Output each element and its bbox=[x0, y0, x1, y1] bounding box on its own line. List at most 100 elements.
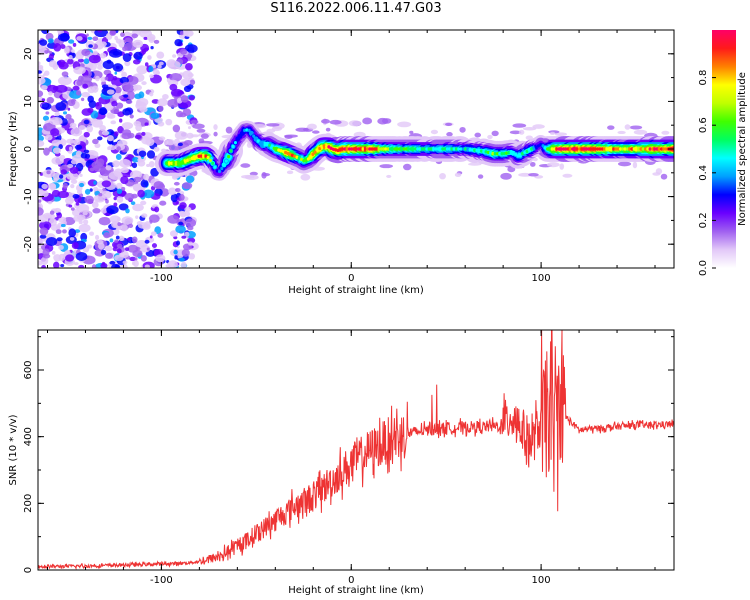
spectrogram-noise-cell bbox=[76, 90, 82, 96]
spectrogram-noise-cell bbox=[66, 138, 75, 144]
spectrogram-noise-cell bbox=[166, 139, 175, 146]
spectrogram-noise-cell bbox=[85, 153, 91, 159]
spectrogram-ridge-cell bbox=[302, 159, 306, 163]
spectrogram-ridge-cell bbox=[370, 147, 374, 151]
spectrogram-noise-cell bbox=[124, 60, 131, 67]
spectrogram-noise-cell bbox=[151, 243, 158, 248]
spectrogram-noise-cell bbox=[116, 195, 124, 203]
spectrogram-ridge-cell bbox=[252, 134, 256, 138]
spectrogram-noise-cell bbox=[169, 72, 183, 82]
y-tick-label: 0 bbox=[23, 567, 34, 573]
spectrogram-noise-cell bbox=[97, 136, 103, 141]
spectrogram-ridge-cell bbox=[192, 155, 196, 160]
spectrogram-noise-cell bbox=[83, 149, 90, 154]
spectrogram-noise-cell bbox=[62, 111, 68, 115]
snr-ylabel: SNR (10 * v/v) bbox=[8, 414, 19, 485]
spectrogram-noise-cell bbox=[187, 72, 194, 78]
spectrogram-noise-cell bbox=[73, 262, 79, 266]
spectrogram-noise-cell bbox=[122, 53, 132, 62]
spectrogram-ridge-cell bbox=[402, 147, 406, 151]
spectrogram-ridge-cell bbox=[309, 155, 313, 159]
spectrogram-ridge-cell bbox=[436, 147, 440, 151]
spectrogram-noise-cell bbox=[60, 264, 65, 268]
spectrogram-ridge-cell bbox=[614, 147, 618, 151]
spectrogram-noise-cell bbox=[49, 116, 63, 126]
spectrogram-noise-cell bbox=[525, 135, 533, 140]
spectrogram-ridge-cell bbox=[336, 148, 340, 153]
spectrogram-noise-cell bbox=[87, 36, 93, 40]
snr-series-line bbox=[38, 330, 674, 570]
spectrogram-noise-cell bbox=[56, 237, 63, 242]
spectrogram-ridge-cell bbox=[577, 147, 581, 151]
spectrogram-noise-cell bbox=[87, 107, 94, 114]
spectrogram-noise-cell bbox=[104, 76, 109, 81]
spectrogram-ridge-cell bbox=[516, 154, 520, 158]
spectrogram-ridge-cell bbox=[523, 150, 527, 155]
spectrogram-noise-cell bbox=[86, 125, 94, 133]
spectrogram-noise-cell bbox=[58, 244, 64, 250]
spectrogram-noise-cell bbox=[74, 144, 83, 150]
spectrogram-noise-cell bbox=[140, 200, 147, 206]
spectrogram-ridge-cell bbox=[204, 154, 208, 158]
spectrogram-noise-cell bbox=[183, 30, 194, 37]
spectrogram-noise-cell bbox=[445, 122, 453, 127]
spectrogram-ridge-cell bbox=[195, 155, 199, 159]
spectrogram-noise-cell bbox=[66, 172, 79, 181]
spectrogram-noise-cell bbox=[71, 49, 75, 53]
colorbar-tick-label: 0.8 bbox=[698, 70, 709, 86]
spectrogram-noise-cell bbox=[106, 112, 114, 119]
spectrogram-noise-cell bbox=[56, 212, 63, 219]
spectrogram-noise-cell bbox=[58, 253, 66, 262]
spectrogram-ridge-cell bbox=[327, 145, 331, 149]
spectrogram-noise-cell bbox=[59, 174, 64, 179]
spectrogram-ridge-cell bbox=[270, 145, 274, 149]
spectrogram-noise-cell bbox=[660, 173, 668, 180]
spectrogram-noise-cell bbox=[184, 44, 198, 53]
spectrogram-ridge-cell bbox=[548, 147, 552, 151]
spectrogram-noise-cell bbox=[79, 182, 84, 188]
spectrogram-noise-cell bbox=[491, 130, 499, 137]
spectrogram-noise-cell bbox=[81, 91, 90, 98]
spectrogram-ridge-cell bbox=[566, 147, 570, 151]
spectrogram-noise-cell bbox=[137, 158, 143, 162]
spectrogram-noise-cell bbox=[38, 90, 44, 98]
spectrogram-noise-cell bbox=[459, 126, 466, 133]
spectrogram-ridge-cell bbox=[329, 146, 333, 150]
spectrogram-noise-cell bbox=[144, 239, 150, 244]
spectrogram-noise-cell bbox=[172, 124, 181, 133]
spectrogram-noise-cell bbox=[144, 122, 149, 126]
spectrogram-ridge-cell bbox=[176, 161, 181, 165]
spectrogram-ridge-cell bbox=[179, 161, 183, 165]
spectrogram-ridge-cell bbox=[263, 142, 267, 146]
spectrogram-noise-cell bbox=[629, 125, 643, 130]
spectrogram-noise-cell bbox=[454, 172, 462, 178]
spectrogram-noise-cell bbox=[124, 247, 130, 252]
spectrogram-noise-cell bbox=[174, 255, 178, 260]
spectrogram-noise-cell bbox=[109, 30, 117, 36]
spectrogram-noise-cell bbox=[554, 132, 567, 137]
spectrogram-noise-cell bbox=[187, 237, 196, 244]
spectrogram-noise-cell bbox=[132, 59, 141, 65]
spectrogram-ridge-cell bbox=[211, 161, 215, 165]
spectrogram-noise-cell bbox=[105, 165, 112, 171]
spectrogram-ridge-cell bbox=[341, 147, 345, 151]
spectrogram-noise-cell bbox=[132, 39, 144, 49]
spectrogram-noise-cell bbox=[165, 118, 173, 126]
spectrogram-ridge-cell bbox=[443, 147, 447, 151]
colorbar-tick-label: 0.2 bbox=[698, 212, 709, 228]
spectrogram-noise-cell bbox=[86, 33, 89, 37]
spectrogram-noise-cell bbox=[529, 161, 536, 167]
spectrogram-noise-cell bbox=[133, 176, 142, 183]
spectrogram-noise-cell bbox=[617, 130, 626, 135]
spectrogram-ridge-cell bbox=[600, 147, 604, 151]
spectrogram-ridge-cell bbox=[286, 151, 290, 156]
spectrogram-ridge-cell bbox=[293, 154, 297, 159]
spectrogram-noise-cell bbox=[38, 70, 42, 74]
spectrogram-noise-cell bbox=[196, 128, 206, 133]
spectrogram-ridge-cell bbox=[646, 147, 650, 151]
spectrogram-ridge-cell bbox=[484, 150, 488, 154]
spectrogram-ridge-cell bbox=[448, 147, 452, 151]
spectrogram-ridge-cell bbox=[637, 147, 641, 151]
spectrogram-ridge-cell bbox=[386, 147, 390, 151]
spectrogram-ridge-cell bbox=[616, 147, 620, 151]
